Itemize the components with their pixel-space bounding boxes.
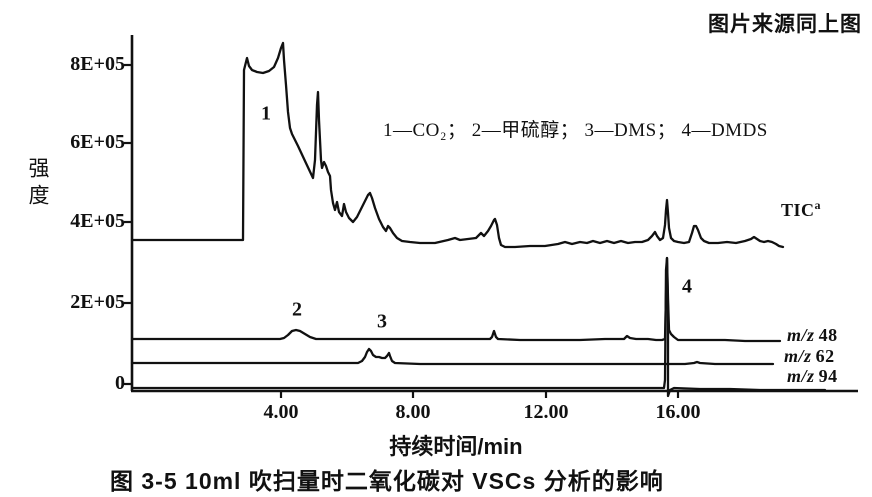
- y-tick-label: 8E+05: [70, 53, 125, 76]
- x-tick-label: 8.00: [395, 401, 431, 423]
- y-tick-label: 2E+05: [70, 291, 125, 314]
- peak-number-label-3: 3: [377, 310, 387, 333]
- peak-number-label-1: 1: [261, 102, 271, 125]
- x-tick-label: 16.00: [655, 401, 701, 423]
- x-tick-label: 12.00: [523, 401, 569, 423]
- tic-superscript: a: [814, 198, 822, 212]
- x-axis-title: 持续时间/min: [389, 434, 523, 459]
- source-note: 图片来源同上图: [708, 13, 862, 36]
- trace-label-tic: TICa: [781, 198, 822, 220]
- trace-label-mz48: m/z 48: [787, 325, 838, 345]
- trace-mz62: [130, 347, 775, 366]
- x-tick-label: 4.00: [263, 401, 299, 423]
- mz-italic: m/z: [787, 366, 815, 386]
- y-tick-label: 4E+05: [70, 210, 125, 233]
- y-tick-label: 0: [115, 372, 125, 395]
- trace-mz48: [130, 256, 782, 343]
- mz-italic: m/z: [787, 325, 815, 345]
- y-axis-title: 强度: [26, 157, 49, 211]
- peak-legend: 1—CO₂； 2—甲硫醇； 3—DMS； 4—DMDS: [383, 120, 768, 141]
- trace-tic: [130, 41, 785, 249]
- figure-caption: 图 3-5 10ml 吹扫量时二氧化碳对 VSCs 分析的影响: [110, 468, 664, 494]
- mz-italic: m/z: [784, 346, 812, 366]
- trace-label-mz94: m/z 94: [787, 366, 838, 386]
- trace-label-mz62: m/z 62: [784, 346, 835, 366]
- peak-number-label-4: 4: [682, 275, 692, 298]
- y-tick-label: 6E+05: [70, 131, 125, 154]
- trace-mz94: [130, 256, 827, 398]
- peak-number-label-2: 2: [292, 298, 302, 321]
